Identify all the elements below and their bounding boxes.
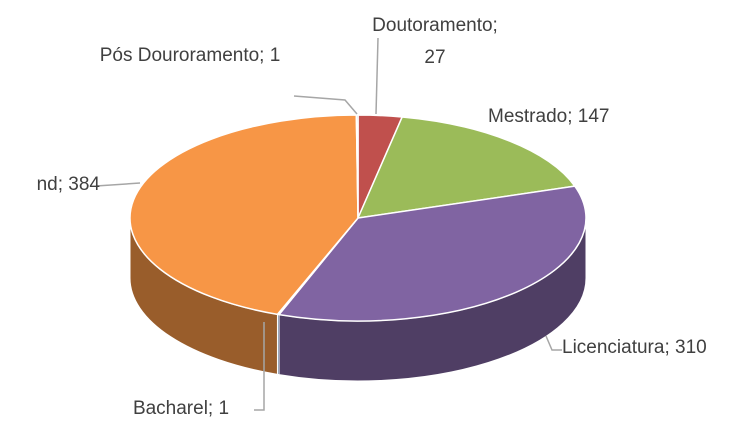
leader-lines [95,37,562,411]
pie-tops [129,114,587,322]
leader-line [254,322,265,411]
slice [278,185,587,322]
data-label: nd; 384 [36,174,100,195]
data-label: Licenciatura; 310 [562,337,707,358]
slice [355,114,359,219]
leader-line [545,335,562,351]
leader-line [375,37,379,115]
slice [357,116,576,219]
data-label: Mestrado; 147 [488,106,610,127]
data-label: Pós Douroramento; 1 [99,45,281,66]
data-label: Doutoramento; 27 [372,15,498,68]
data-label: Bacharel; 1 [132,398,230,419]
leader-line [95,182,141,187]
leader-line [293,95,358,115]
slice [129,114,359,316]
